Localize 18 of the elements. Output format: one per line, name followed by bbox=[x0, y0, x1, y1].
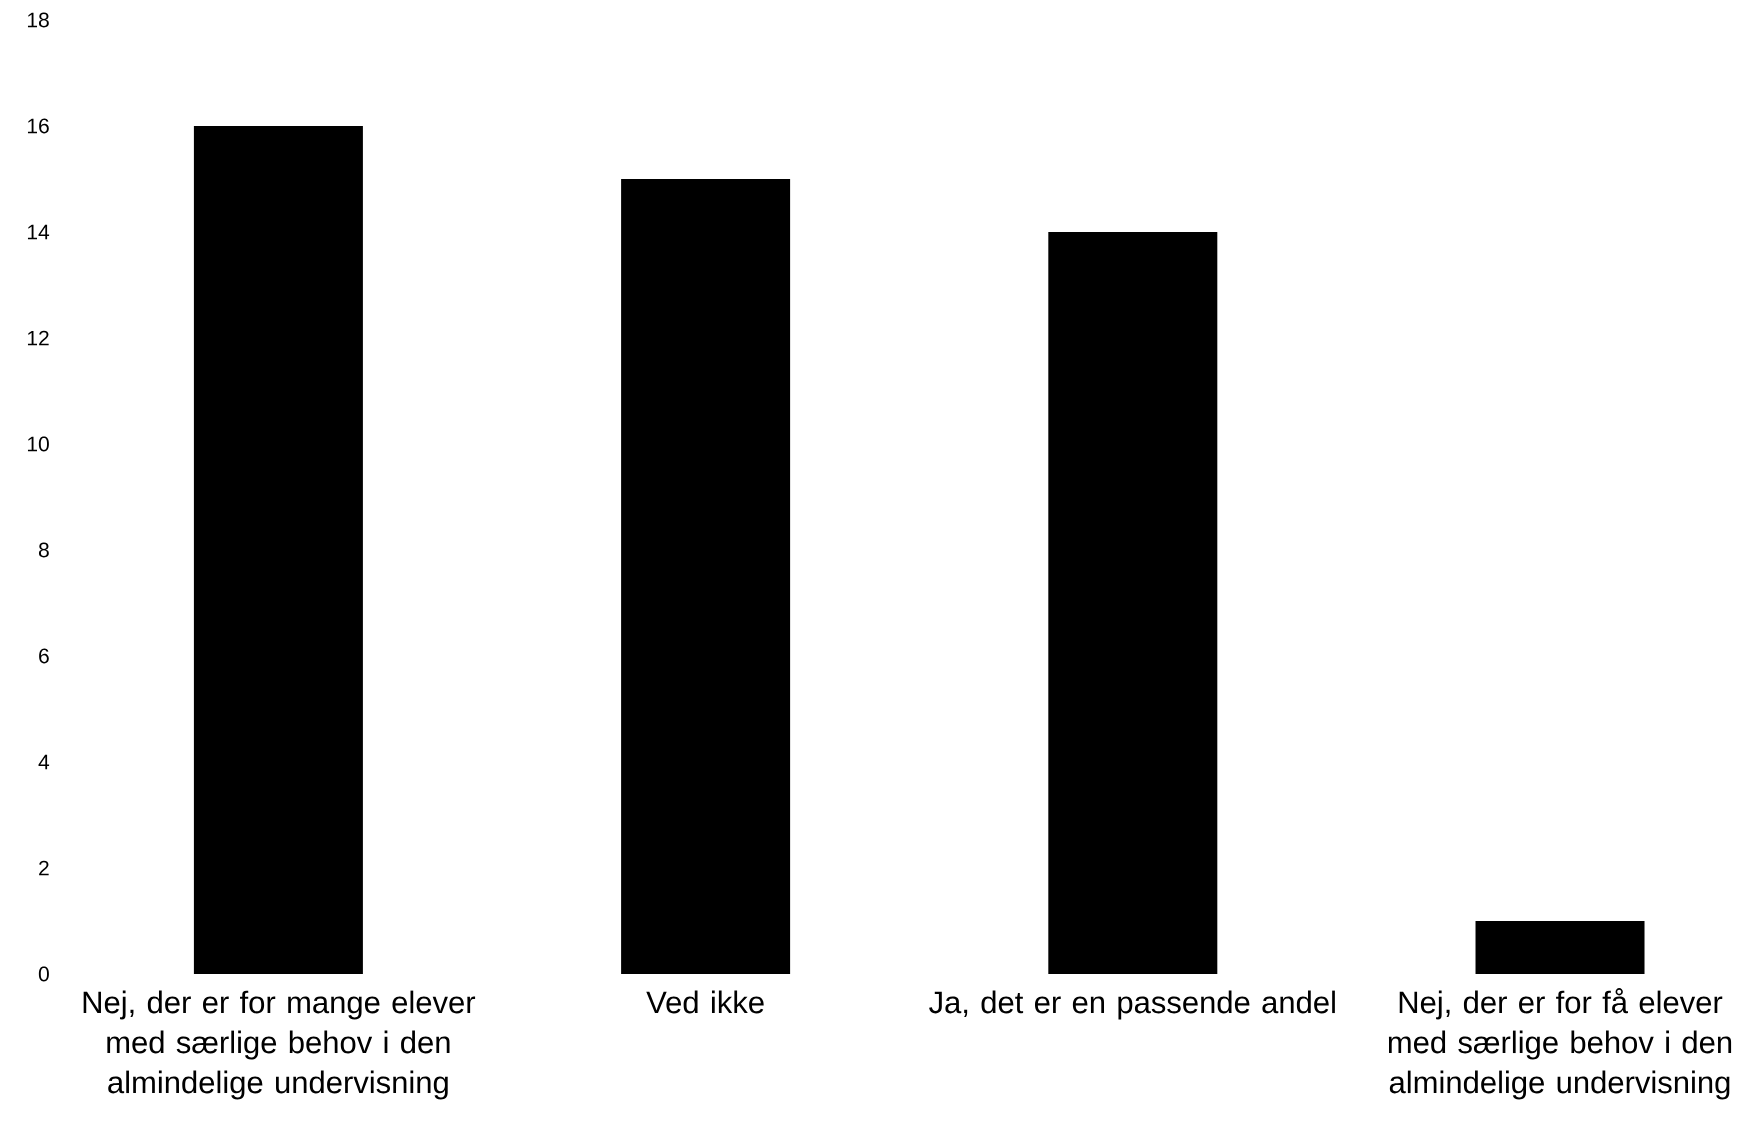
bar bbox=[621, 178, 791, 974]
x-tick-label: Nej, der er for mange elever med særlige behov i den almindelige undervisning bbox=[83, 990, 476, 1100]
y-tick-label: 18 bbox=[27, 12, 49, 28]
bar bbox=[1048, 231, 1218, 974]
bar bbox=[1475, 921, 1645, 974]
x-tick-label: Nej, der er for få elever med særlige behov i den almindelige undervisning bbox=[1388, 988, 1732, 1100]
y-tick-label: 4 bbox=[38, 754, 50, 770]
x-tick-label: Ja, det er en passende andel bbox=[929, 990, 1335, 1020]
y-tick-label: 6 bbox=[39, 648, 49, 664]
bar bbox=[193, 125, 363, 974]
y-tick-label: 12 bbox=[27, 330, 49, 346]
y-tick-label: 0 bbox=[38, 966, 49, 982]
x-tick-label: Ved ikke bbox=[646, 990, 764, 1014]
y-tick-label: 10 bbox=[27, 436, 49, 452]
y-tick-label: 16 bbox=[27, 118, 49, 134]
y-tick-label: 14 bbox=[27, 224, 50, 240]
y-tick-label: 8 bbox=[38, 542, 49, 558]
y-tick-label: 2 bbox=[39, 860, 49, 876]
